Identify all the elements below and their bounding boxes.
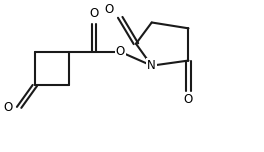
Text: O: O: [104, 3, 114, 16]
Text: O: O: [116, 45, 125, 58]
Text: N: N: [147, 59, 156, 72]
Text: O: O: [3, 101, 13, 114]
Text: O: O: [89, 7, 98, 20]
Text: O: O: [184, 93, 193, 107]
